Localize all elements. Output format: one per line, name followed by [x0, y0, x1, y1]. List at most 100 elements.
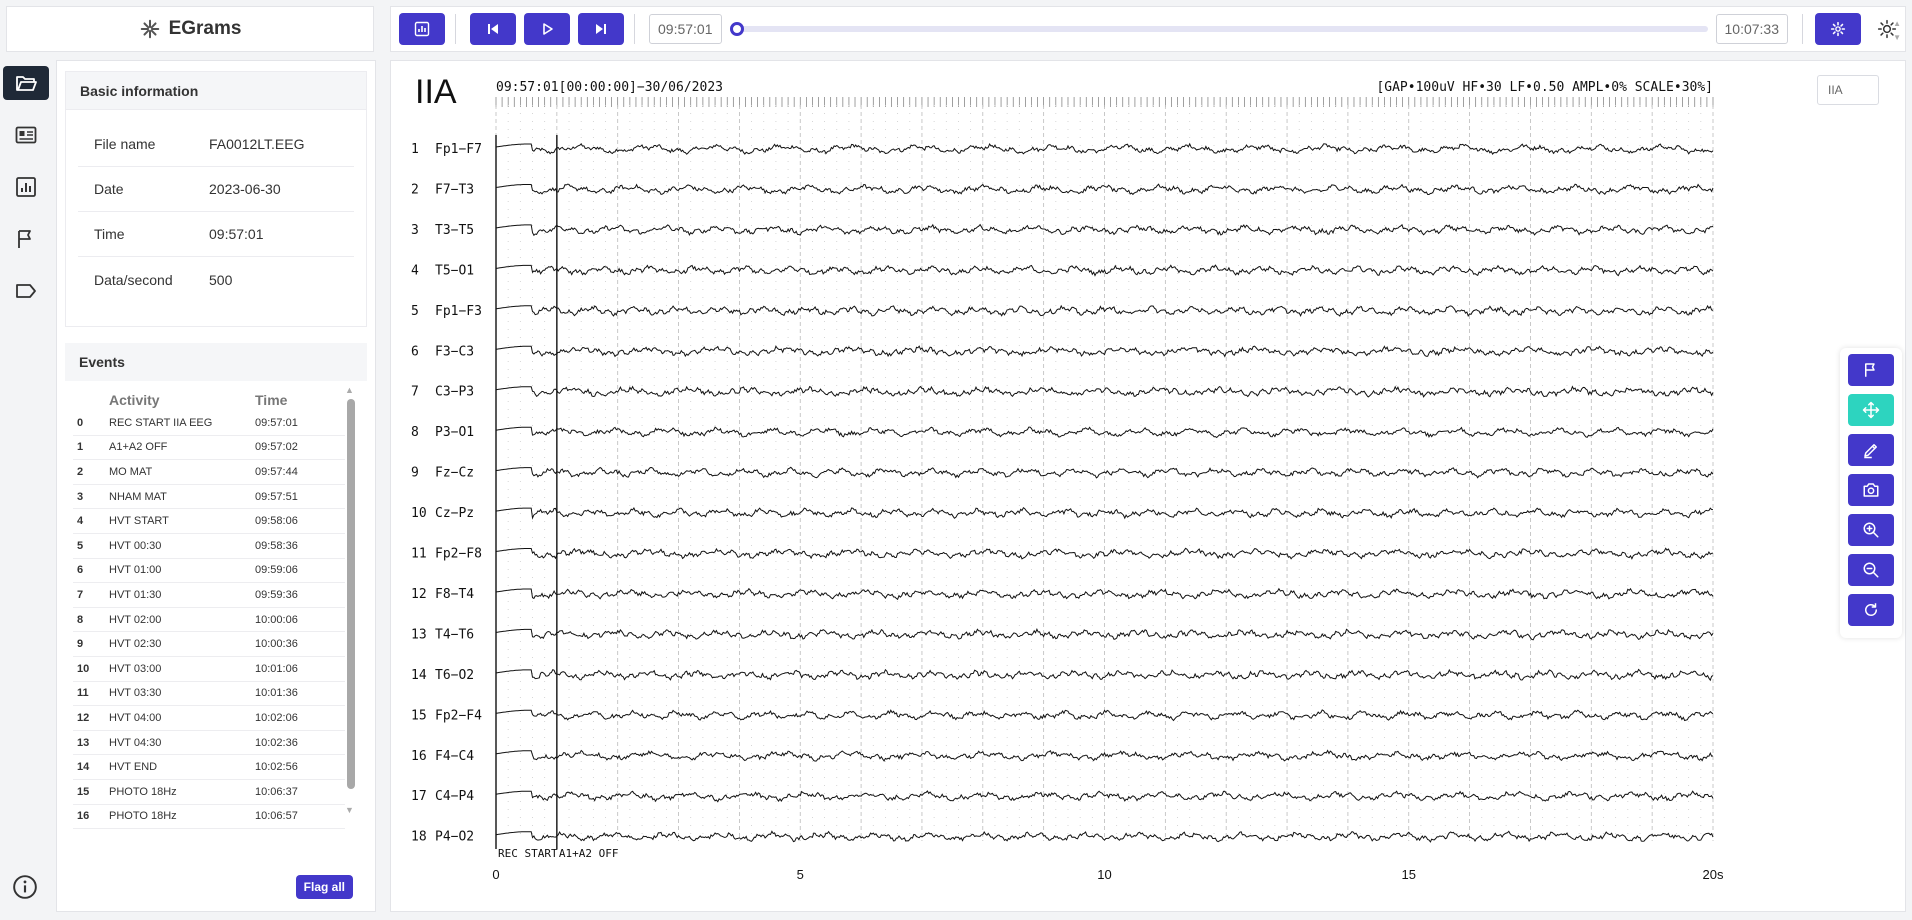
rail-item-files[interactable]	[3, 66, 49, 100]
event-row[interactable]: 3 NHAM MAT 09:57:51	[73, 485, 345, 510]
event-index: 7	[77, 588, 84, 601]
eeg-trace	[495, 790, 1714, 803]
channel-number: 18	[411, 830, 427, 845]
eeg-trace	[495, 830, 1714, 843]
settings-button[interactable]	[1815, 13, 1861, 45]
page-scroll-arrows[interactable]: ▲ ▼	[1893, 19, 1901, 42]
rail-item-details[interactable]	[3, 118, 49, 152]
skip-forward-button[interactable]	[578, 13, 624, 45]
move-tool-button[interactable]	[1848, 394, 1894, 426]
channel-number: 5	[411, 304, 419, 319]
channel-name: T5−O1	[435, 263, 474, 278]
channel-number: 17	[411, 789, 427, 804]
event-row[interactable]: 4 HVT START 09:58:06	[73, 509, 345, 534]
event-index: 8	[77, 613, 84, 626]
flag-tool-button[interactable]	[1848, 354, 1894, 386]
event-activity: HVT 01:00	[109, 564, 162, 577]
event-activity: MO MAT	[109, 465, 153, 478]
event-row[interactable]: 14 HVT END 10:02:56	[73, 755, 345, 780]
event-row[interactable]: 8 HVT 02:00 10:00:06	[73, 608, 345, 633]
event-index: 10	[77, 662, 90, 675]
event-activity: HVT 00:30	[109, 539, 162, 552]
slider-thumb[interactable]	[729, 22, 744, 36]
info-label: Data/second	[94, 271, 173, 288]
event-time: 10:00:06	[255, 613, 298, 626]
rail-item-statistics[interactable]	[3, 170, 49, 204]
event-row[interactable]: 5 HVT 00:30 09:58:36	[73, 534, 345, 559]
events-scrollbar[interactable]: ▲ ▼	[345, 385, 355, 815]
montage-label: IIA	[415, 73, 457, 111]
play-icon	[543, 23, 553, 35]
time-axis: 0 5 10 15 20s	[492, 867, 1724, 882]
event-row[interactable]: 16 PHOTO 18Hz 10:06:57	[73, 805, 345, 830]
event-time: 09:57:02	[255, 441, 298, 454]
eeg-chart[interactable]: IIA 09:57:01[00:00:00]−30/06/2023 [GAP•1…	[391, 61, 1731, 911]
event-markers: REC START A1+A2 OFF	[495, 135, 618, 860]
channel-labels: 1 Fp1−F7 2 F7−T3 3 T3−T5 4 T5−O1 5 Fp1−F3 6 F3−C3 7 C…	[411, 142, 482, 845]
event-time: 09:58:36	[255, 539, 298, 552]
spectrum-button[interactable]	[399, 13, 445, 45]
channel-number: 14	[411, 668, 427, 683]
screenshot-button[interactable]	[1848, 474, 1894, 506]
scroll-up-icon[interactable]: ▲	[345, 385, 354, 395]
event-activity: HVT 02:00	[109, 613, 162, 626]
theme-toggle[interactable]	[1869, 11, 1905, 47]
events-scroll-thumb[interactable]	[347, 399, 355, 789]
event-row[interactable]: 7 HVT 01:30 09:59:36	[73, 583, 345, 608]
play-button[interactable]	[524, 13, 570, 45]
event-row[interactable]: 10 HVT 03:00 10:01:06	[73, 657, 345, 682]
time-slider[interactable]	[729, 22, 1708, 36]
toolbar-divider	[455, 14, 456, 44]
channel-number: 1	[411, 142, 419, 157]
left-panel: Basic information File name FA0012LT.EEG D…	[56, 60, 376, 912]
zoom-out-button[interactable]	[1848, 554, 1894, 586]
channel-number: 8	[411, 425, 419, 440]
skip-forward-icon	[596, 24, 606, 34]
event-time: 10:00:36	[255, 638, 298, 651]
event-activity: HVT START	[109, 515, 169, 528]
rail-item-labels[interactable]	[3, 274, 49, 308]
flag-all-button[interactable]: Flag all	[295, 875, 353, 899]
event-activity: HVT 02:30	[109, 638, 162, 651]
event-index: 16	[77, 810, 90, 823]
channel-number: 7	[411, 385, 419, 400]
skip-back-icon	[488, 24, 498, 34]
zoom-in-button[interactable]	[1848, 514, 1894, 546]
eeg-trace	[495, 183, 1714, 196]
channel-name: T6−O2	[435, 668, 474, 683]
channel-number: 11	[411, 547, 427, 562]
event-row[interactable]: 11 HVT 03:30 10:01:36	[73, 682, 345, 707]
event-row[interactable]: 12 HVT 04:00 10:02:06	[73, 706, 345, 731]
channel-name: F8−T4	[435, 587, 474, 602]
event-index: 3	[77, 490, 84, 503]
event-row[interactable]: 1 A1+A2 OFF 09:57:02	[73, 436, 345, 461]
channel-number: 3	[411, 223, 419, 238]
montage-input[interactable]: IIA	[1817, 75, 1879, 105]
event-row[interactable]: 15 PHOTO 18Hz 10:06:37	[73, 780, 345, 805]
annotate-tool-icon	[1864, 444, 1877, 459]
event-row[interactable]: 13 HVT 04:30 10:02:36	[73, 731, 345, 756]
event-activity: HVT END	[109, 761, 158, 774]
skip-back-button[interactable]	[470, 13, 516, 45]
event-activity: HVT 04:00	[109, 711, 162, 724]
basic-info-card: Basic information File name FA0012LT.EEG D…	[65, 71, 367, 327]
gear-icon	[1830, 21, 1846, 37]
event-row[interactable]: 0 REC START IIA EEG 09:57:01	[73, 411, 345, 436]
annotate-tool-button[interactable]	[1848, 434, 1894, 466]
scroll-down-icon[interactable]: ▼	[345, 805, 354, 815]
event-row[interactable]: 6 HVT 01:00 09:59:06	[73, 559, 345, 584]
time-tick-label: 20s	[1703, 867, 1724, 882]
chart-icon	[16, 177, 36, 197]
zoom-out-icon	[1863, 562, 1879, 578]
channel-number: 12	[411, 587, 427, 602]
event-row[interactable]: 2 MO MAT 09:57:44	[73, 460, 345, 485]
event-row[interactable]: 9 HVT 02:30 10:00:36	[73, 632, 345, 657]
rail-item-flags[interactable]	[3, 222, 49, 256]
info-icon[interactable]	[12, 874, 38, 900]
channel-name: Fp1−F7	[435, 142, 482, 157]
recording-header: 09:57:01[00:00:00]−30/06/2023	[496, 80, 723, 95]
reset-view-button[interactable]	[1848, 594, 1894, 626]
channel-name: T4−T6	[435, 627, 474, 642]
eeg-trace	[495, 223, 1714, 237]
channel-name: Fp1−F3	[435, 304, 482, 319]
